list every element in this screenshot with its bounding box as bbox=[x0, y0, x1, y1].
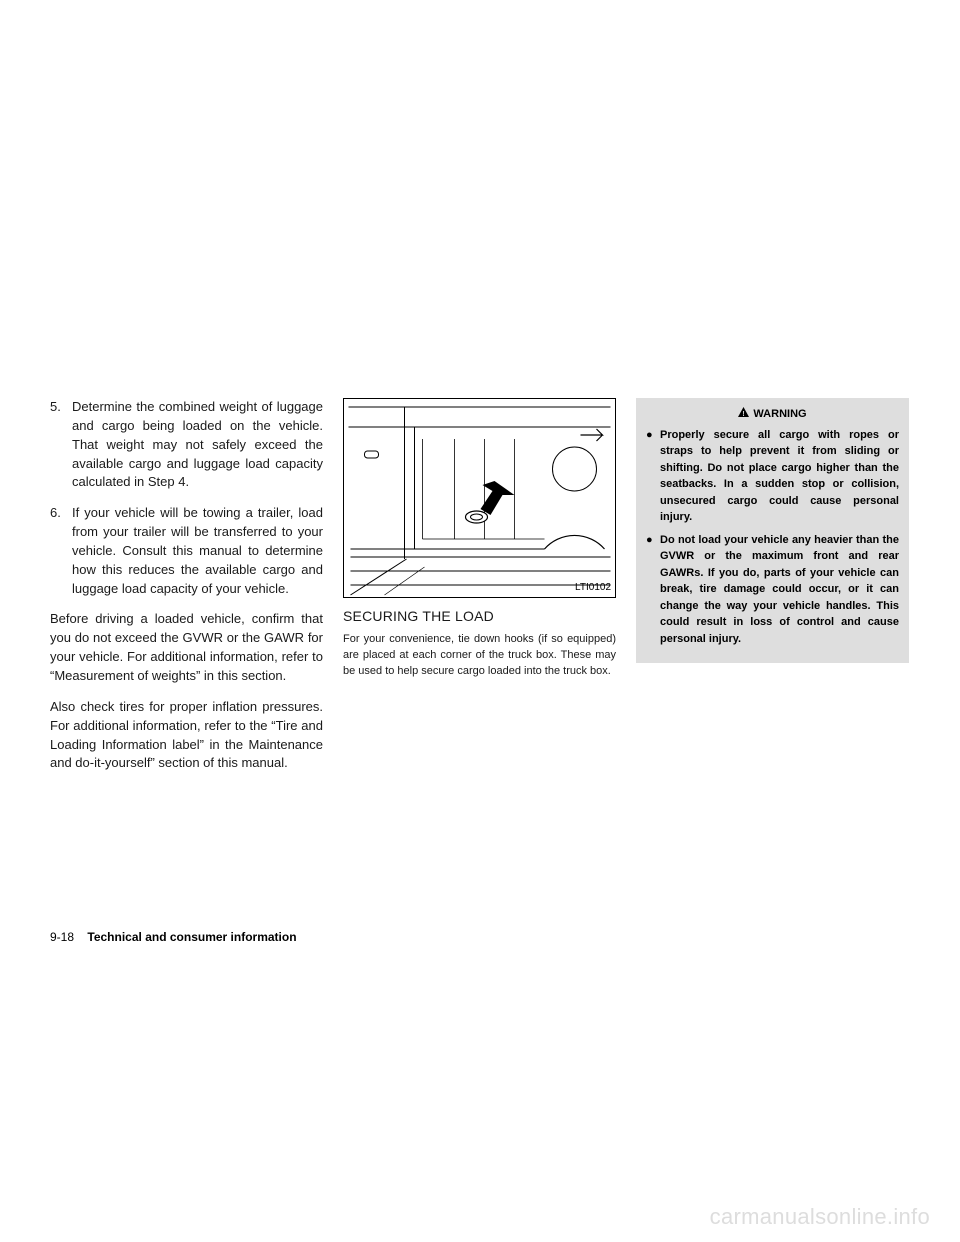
warning-label-text: WARNING bbox=[753, 406, 806, 423]
list-item: 5. Determine the combined weight of lugg… bbox=[50, 398, 323, 492]
list-body: If your vehicle will be towing a trailer… bbox=[72, 504, 323, 598]
warning-box: ! WARNING ● Properly secure all cargo wi… bbox=[636, 398, 909, 663]
page-number: 9-18 bbox=[50, 930, 74, 944]
bullet-mark: ● bbox=[646, 427, 660, 526]
figure-label: LTI0102 bbox=[575, 581, 611, 596]
truck-bed-figure: LTI0102 bbox=[343, 398, 616, 598]
bullet-body: Properly secure all cargo with ropes or … bbox=[660, 427, 899, 526]
section-heading: SECURING THE LOAD bbox=[343, 606, 616, 626]
bullet-body: Do not load your vehicle any heavier tha… bbox=[660, 532, 899, 648]
column-3: ! WARNING ● Properly secure all cargo wi… bbox=[636, 398, 909, 785]
svg-text:!: ! bbox=[743, 411, 745, 417]
list-body: Determine the combined weight of luggage… bbox=[72, 398, 323, 492]
column-2: LTI0102 SECURING THE LOAD For your conve… bbox=[343, 398, 616, 785]
paragraph: For your convenience, tie down hooks (if… bbox=[343, 632, 616, 680]
warning-bullet: ● Do not load your vehicle any heavier t… bbox=[646, 532, 899, 648]
warning-bullet: ● Properly secure all cargo with ropes o… bbox=[646, 427, 899, 526]
paragraph: Before driving a loaded vehicle, confirm… bbox=[50, 610, 323, 685]
columns: 5. Determine the combined weight of lugg… bbox=[50, 398, 910, 785]
warning-title: ! WARNING bbox=[646, 406, 899, 423]
list-item: 6. If your vehicle will be towing a trai… bbox=[50, 504, 323, 598]
warning-icon: ! bbox=[738, 406, 749, 423]
list-number: 6. bbox=[50, 504, 72, 598]
section-name: Technical and consumer information bbox=[87, 930, 296, 944]
list-number: 5. bbox=[50, 398, 72, 492]
bullet-mark: ● bbox=[646, 532, 660, 648]
column-1: 5. Determine the combined weight of lugg… bbox=[50, 398, 323, 785]
page-footer: 9-18 Technical and consumer information bbox=[50, 930, 297, 944]
manual-page: 5. Determine the combined weight of lugg… bbox=[50, 398, 910, 958]
paragraph: Also check tires for proper inflation pr… bbox=[50, 698, 323, 773]
watermark: carmanualsonline.info bbox=[710, 1204, 930, 1230]
truck-bed-illustration-svg bbox=[344, 399, 615, 597]
